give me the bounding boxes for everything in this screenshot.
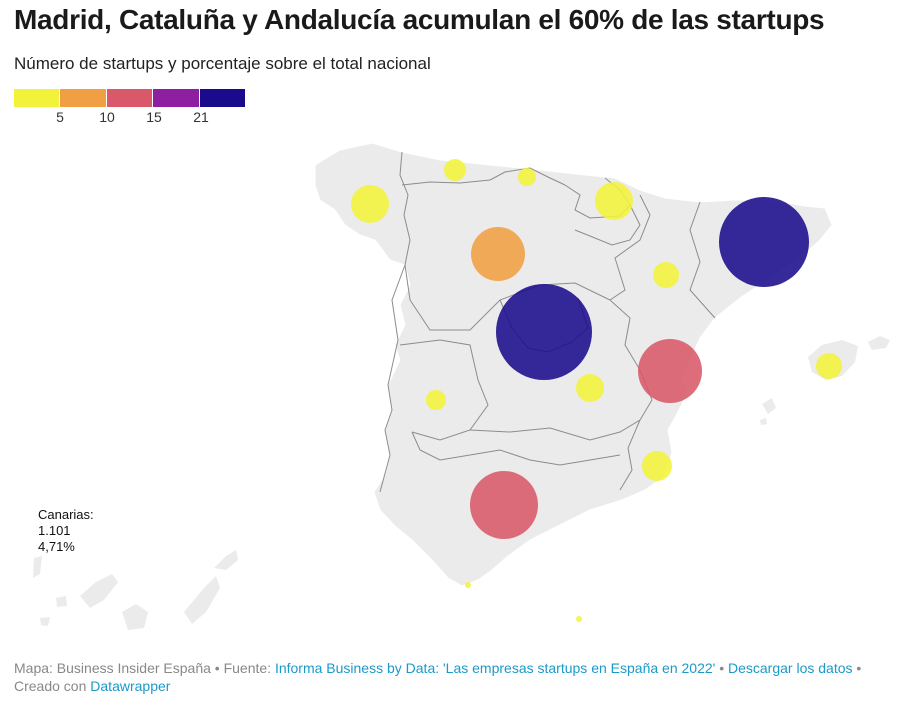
bubble-asturias[interactable] xyxy=(444,159,466,181)
created-prefix: • Creado con xyxy=(14,660,862,694)
bubble-ceuta[interactable] xyxy=(465,582,471,588)
legend-tick-label: 5 xyxy=(56,109,64,125)
border-cantabria xyxy=(489,167,566,186)
border-navarra xyxy=(574,204,641,246)
legend-tick-label: 15 xyxy=(146,109,162,125)
bubble-castilla-y-leon[interactable] xyxy=(471,227,525,281)
border-castilla-mancha-south xyxy=(469,419,641,441)
bubble-castilla-la-mancha[interactable] xyxy=(576,374,604,402)
footer-separator: • xyxy=(715,660,728,676)
map-subtitle: Número de startups y porcentaje sobre el… xyxy=(14,54,431,73)
border-extremadura xyxy=(399,339,489,441)
border-valencia xyxy=(609,299,653,421)
legend-tick-label: 10 xyxy=(99,109,115,125)
border-murcia xyxy=(619,419,641,491)
tenerife-landmass xyxy=(80,574,118,608)
color-legend: 5 10 15 21 xyxy=(14,89,246,125)
el-hierro-landmass xyxy=(40,617,50,626)
la-gomera-landmass xyxy=(56,596,67,607)
bubble-extremadura[interactable] xyxy=(426,390,446,410)
ibiza-landmass xyxy=(762,398,776,414)
fuerteventura-landmass xyxy=(184,576,220,624)
map-title: Madrid, Cataluña y Andalucía acumulan el… xyxy=(14,4,825,35)
border-castilla-leon-south xyxy=(404,264,611,331)
border-galicia xyxy=(399,151,411,266)
canarias-label: Canarias: 1.101 4,71% xyxy=(38,507,94,555)
border-portugal xyxy=(379,264,406,493)
la-palma-landmass xyxy=(33,556,42,578)
source-link[interactable]: Informa Business by Data: 'Las empresas … xyxy=(274,660,716,676)
canarias-count: 1.101 xyxy=(38,523,71,538)
bubble-andalucia[interactable] xyxy=(470,471,538,539)
border-asturias xyxy=(401,179,491,186)
formentera-landmass xyxy=(760,418,767,425)
legend-swatch-2 xyxy=(60,89,106,107)
legend-swatch-1 xyxy=(14,89,60,107)
bubble-galicia[interactable] xyxy=(351,185,389,223)
border-aragon-west xyxy=(609,194,651,301)
canarias-percent: 4,71% xyxy=(38,539,75,554)
gran-canaria-landmass xyxy=(122,604,148,630)
bubble-islas-baleares[interactable] xyxy=(816,353,842,379)
border-andalucia-north xyxy=(411,431,621,466)
canarias-name: Canarias: xyxy=(38,507,94,522)
lanzarote-landmass xyxy=(214,550,238,570)
legend-swatch-3 xyxy=(106,89,153,107)
footer-credits: Mapa: Business Insider España • Fuente: … xyxy=(14,659,886,695)
bubble-aragon[interactable] xyxy=(653,262,679,288)
region-borders xyxy=(379,151,716,493)
bubble-cantabria[interactable] xyxy=(518,168,536,186)
startup-bubbles xyxy=(351,159,842,622)
bubble-region-de-murcia[interactable] xyxy=(642,451,672,481)
bubble-comunidad-valenciana[interactable] xyxy=(638,339,702,403)
map-credit: Mapa: Business Insider España xyxy=(14,660,211,676)
source-prefix: • Fuente: xyxy=(210,660,275,676)
bubble-madrid[interactable] xyxy=(496,284,592,380)
bubble-melilla[interactable] xyxy=(576,616,582,622)
bubble-cataluna[interactable] xyxy=(719,197,809,287)
legend-tick-label: 21 xyxy=(193,109,209,125)
datawrapper-link[interactable]: Datawrapper xyxy=(90,678,171,694)
spain-map xyxy=(33,142,890,630)
download-data-link[interactable]: Descargar los datos xyxy=(728,660,853,676)
menorca-landmass xyxy=(868,336,890,350)
border-cataluna xyxy=(689,201,716,319)
legend-swatch-5 xyxy=(199,89,246,107)
legend-swatch-4 xyxy=(153,89,199,107)
bubble-pais-vasco[interactable] xyxy=(595,182,633,220)
